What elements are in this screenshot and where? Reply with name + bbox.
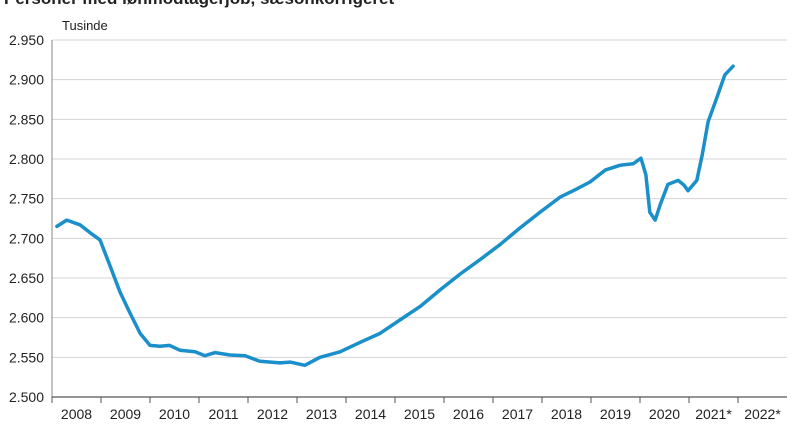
x-tick-label: 2010 (159, 406, 190, 422)
y-tick-label: 2.600 (9, 310, 44, 326)
y-tick-label: 2.850 (9, 111, 44, 127)
x-tick-label: 2013 (306, 406, 337, 422)
x-tick-label: 2009 (110, 406, 141, 422)
x-tick-label: 2015 (404, 406, 435, 422)
x-tick-label: 2017 (502, 406, 533, 422)
y-unit-label: Tusinde (62, 18, 108, 33)
chart-title: Personer med lønmodtagerjob, sæsonkorrig… (4, 0, 394, 8)
y-tick-label: 2.650 (9, 270, 44, 286)
y-tick-label: 2.700 (9, 230, 44, 246)
x-tick-label: 2022* (744, 406, 781, 422)
y-tick-label: 2.800 (9, 151, 44, 167)
x-tick-label: 2019 (600, 406, 631, 422)
y-tick-label: 2.550 (9, 349, 44, 365)
x-tick-label: 2020 (649, 406, 680, 422)
x-tick-label: 2021* (695, 406, 732, 422)
x-tick-label: 2014 (355, 406, 386, 422)
y-tick-label: 2.950 (9, 32, 44, 48)
y-tick-label: 2.500 (9, 389, 44, 405)
x-tick-label: 2011 (208, 406, 238, 422)
data-line (55, 64, 735, 368)
y-tick-label: 2.900 (9, 72, 44, 88)
x-tick-label: 2018 (551, 406, 582, 422)
x-tick-label: 2016 (453, 406, 484, 422)
y-tick-label: 2.750 (9, 191, 44, 207)
x-tick-label: 2012 (257, 406, 288, 422)
x-tick-label: 2008 (61, 406, 92, 422)
